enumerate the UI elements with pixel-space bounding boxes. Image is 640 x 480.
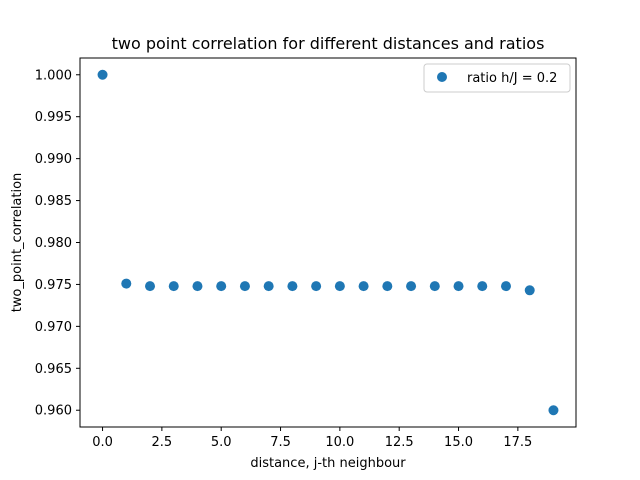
data-point: [406, 281, 417, 292]
data-point: [429, 281, 440, 292]
data-point: [263, 281, 274, 292]
data-point: [382, 281, 393, 292]
data-point: [168, 281, 179, 292]
y-tick-label: 0.965: [35, 362, 72, 377]
data-point: [121, 278, 132, 289]
y-tick-label: 0.995: [35, 110, 72, 125]
data-point: [287, 281, 298, 292]
y-axis-label: two_point_correlation: [10, 173, 25, 313]
x-tick-label: 5.0: [211, 435, 232, 450]
data-point: [548, 405, 559, 416]
data-points: [97, 69, 559, 416]
x-tick-label: 7.5: [270, 435, 291, 450]
x-axis-label: distance, j-th neighbour: [250, 456, 406, 471]
data-point: [97, 69, 108, 80]
x-tick-label: 15.0: [444, 435, 473, 450]
x-tick-label: 10.0: [325, 435, 354, 450]
data-point: [192, 281, 203, 292]
data-point: [145, 281, 156, 292]
y-tick-label: 0.975: [35, 278, 72, 293]
data-point: [216, 281, 227, 292]
legend: ratio h/J = 0.2: [423, 63, 571, 93]
legend-marker: [437, 72, 447, 82]
data-point: [524, 285, 535, 296]
y-tick-label: 0.980: [35, 236, 72, 251]
y-tick-label: 0.960: [35, 404, 72, 419]
data-point: [453, 281, 464, 292]
x-tick-label: 12.5: [385, 435, 414, 450]
x-tick-label: 0.0: [92, 435, 113, 450]
data-point: [358, 281, 369, 292]
y-tick-label: 0.990: [35, 152, 72, 167]
data-point: [334, 281, 345, 292]
data-point: [477, 281, 488, 292]
x-axis-ticks: 0.0 2.5 5.0 7.5 10.0 12.5 15.0 17.5: [92, 427, 532, 450]
data-point: [311, 281, 322, 292]
data-point: [500, 281, 511, 292]
data-point: [239, 281, 250, 292]
legend-label: ratio h/J = 0.2: [467, 71, 557, 86]
x-tick-label: 2.5: [152, 435, 173, 450]
x-tick-label: 17.5: [503, 435, 532, 450]
y-tick-label: 1.000: [35, 68, 72, 83]
chart-title: two point correlation for different dist…: [112, 34, 545, 53]
y-tick-label: 0.985: [35, 194, 72, 209]
y-tick-label: 0.970: [35, 320, 72, 335]
legend-box: [423, 63, 571, 93]
y-axis-ticks: 0.960 0.965 0.970 0.975 0.980 0.985 0.990 0.995…: [35, 68, 80, 419]
